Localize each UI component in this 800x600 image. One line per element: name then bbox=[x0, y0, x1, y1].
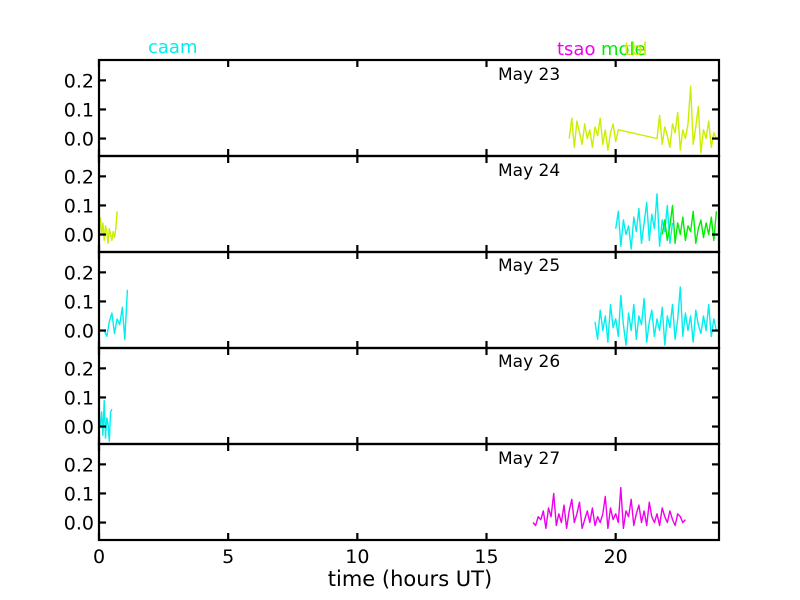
panel-frame bbox=[97, 250, 721, 350]
x-tick-label: 15 bbox=[474, 546, 498, 568]
panel-may-26: May 26 0.0 0.1 0.2 bbox=[64, 346, 721, 446]
series-line-tbl bbox=[568, 85, 718, 154]
panel-may-24: May 24 0.0 0.1 0.2 bbox=[64, 154, 721, 254]
series-line-caam bbox=[103, 289, 129, 340]
x-tick-label: 10 bbox=[345, 546, 369, 568]
panel-frame bbox=[97, 442, 721, 542]
legend-label-tbl: tbl bbox=[624, 39, 647, 60]
x-tick-label: 20 bbox=[604, 546, 628, 568]
y-tick-label: 0.1 bbox=[64, 99, 94, 121]
panel-frame bbox=[97, 346, 721, 446]
y-tick-label: 0.2 bbox=[64, 262, 94, 284]
y-tick-label: 0.0 bbox=[64, 225, 94, 247]
panel-date-label: May 26 bbox=[498, 352, 560, 372]
y-tick-label: 0.0 bbox=[64, 129, 94, 151]
y-tick-label: 0.0 bbox=[64, 513, 94, 535]
series-line-tsao bbox=[532, 486, 686, 530]
panel-date-label: May 24 bbox=[498, 161, 560, 181]
series-line-mole bbox=[661, 204, 718, 245]
x-axis: 0 5 10 15 20 bbox=[93, 546, 628, 568]
panel-may-27: May 27 0.0 0.1 0.2 bbox=[64, 442, 721, 542]
y-tick-label: 0.0 bbox=[64, 321, 94, 343]
y-tick-label: 0.1 bbox=[64, 291, 94, 313]
y-tick-label: 0.2 bbox=[64, 70, 94, 92]
y-tick-label: 0.2 bbox=[64, 166, 94, 188]
panel-date-label: May 27 bbox=[498, 449, 560, 469]
panel-frame bbox=[97, 154, 721, 254]
panel-date-label: May 23 bbox=[498, 65, 560, 85]
series-line-tbl bbox=[99, 211, 118, 245]
legend-label-mole: mole bbox=[601, 39, 646, 60]
x-tick-label: 0 bbox=[93, 546, 105, 568]
panel-date-label: May 25 bbox=[498, 256, 560, 276]
legend: caam tsao mole tbl bbox=[148, 37, 647, 60]
y-tick-label: 0.0 bbox=[64, 417, 94, 439]
panel-may-25: May 25 0.0 0.1 0.2 bbox=[64, 250, 721, 350]
legend-label-tsao: tsao bbox=[557, 39, 595, 60]
legend-label-caam: caam bbox=[148, 37, 198, 58]
y-tick-label: 0.1 bbox=[64, 387, 94, 409]
y-tick-label: 0.2 bbox=[64, 454, 94, 476]
series-line-caam bbox=[615, 193, 674, 250]
y-tick-label: 0.2 bbox=[64, 358, 94, 380]
y-tick-label: 0.1 bbox=[64, 195, 94, 217]
x-axis-label: time (hours UT) bbox=[328, 567, 492, 591]
panel-may-23: May 23 0.0 0.1 0.2 bbox=[64, 58, 721, 158]
panel-frame bbox=[97, 58, 721, 158]
x-tick-label: 5 bbox=[222, 546, 234, 568]
y-tick-label: 0.1 bbox=[64, 483, 94, 505]
series-line-caam bbox=[99, 399, 113, 442]
series-line-caam bbox=[594, 286, 718, 346]
